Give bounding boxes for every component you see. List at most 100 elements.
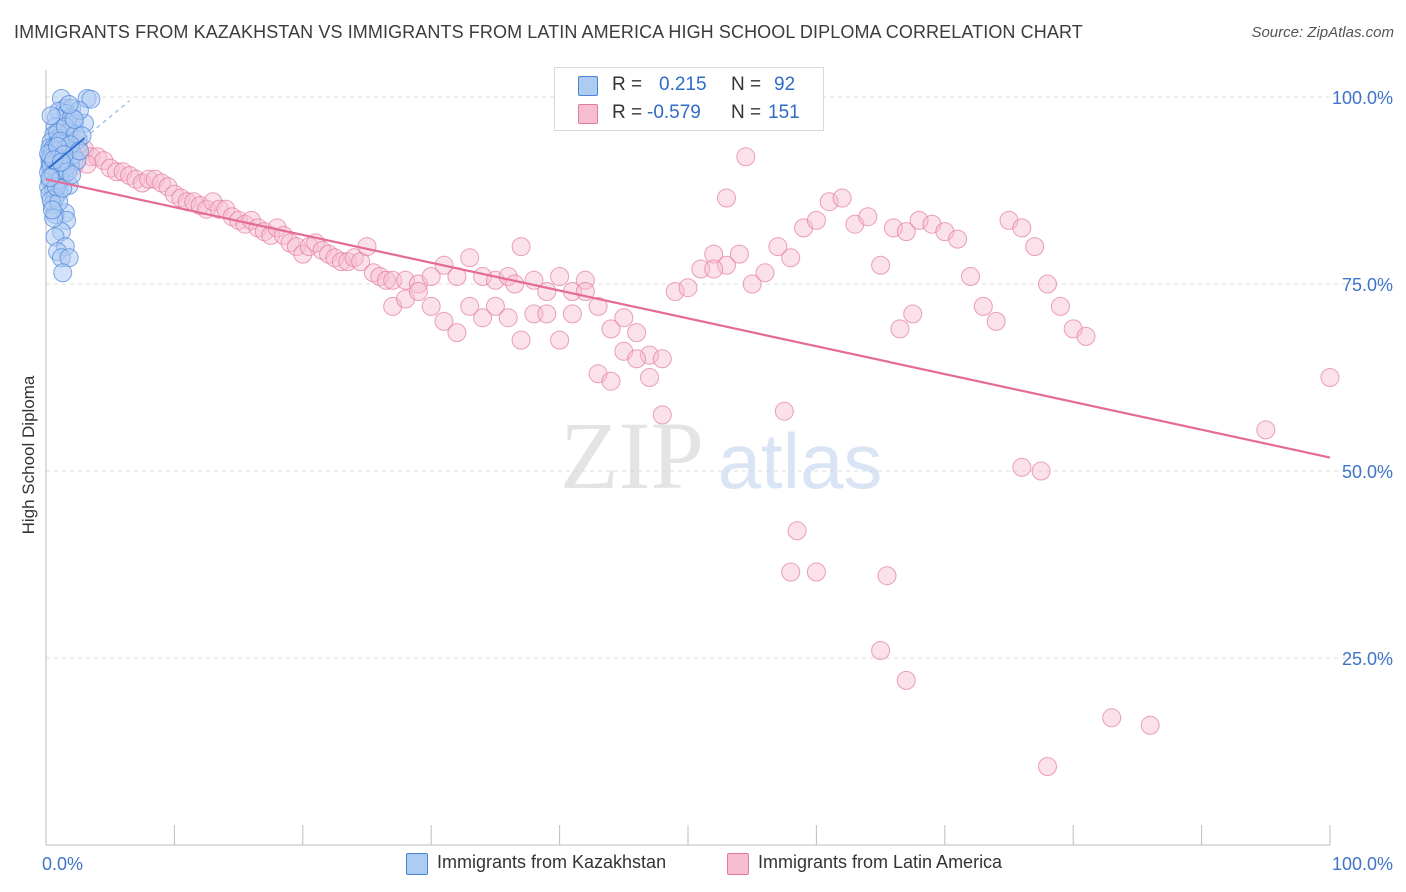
latin-america-point: [107, 162, 127, 182]
latin-america-point: [280, 233, 300, 253]
latin-america-point: [614, 308, 634, 328]
legend-n-label: N =: [731, 102, 762, 123]
y-tick-label: 50.0%: [1342, 462, 1393, 482]
latin-america-point: [601, 371, 621, 391]
latin-america-point: [665, 282, 685, 301]
x-tick-label: 0.0%: [42, 854, 83, 874]
latin-america-point: [550, 267, 570, 286]
latin-america-point: [704, 259, 724, 279]
latin-america-point: [132, 173, 152, 193]
latin-america-point: [755, 263, 775, 283]
latin-america-point: [652, 405, 672, 425]
latin-america-point: [460, 296, 480, 316]
watermark: ZIP atlas: [560, 402, 882, 509]
latin-america-point: [1050, 296, 1070, 316]
latin-america-point: [877, 566, 897, 586]
latin-america-point: [704, 244, 724, 264]
kazakhstan-point: [59, 95, 79, 114]
latin-america-point: [627, 323, 647, 343]
latin-america-point: [331, 252, 351, 272]
bottom-legend-swatch-kazakhstan: [406, 853, 428, 875]
latin-america-point: [787, 521, 807, 541]
bottom-legend-label-latin-america: Immigrants from Latin America: [758, 852, 1003, 872]
latin-america-point: [447, 323, 467, 343]
latin-america-point: [524, 304, 544, 324]
watermark-atlas: atlas: [718, 417, 883, 505]
latin-america-point: [896, 222, 916, 242]
latin-america-point: [575, 270, 595, 290]
kazakhstan-point: [81, 89, 101, 109]
latin-america-point: [961, 267, 980, 286]
latin-america-point: [774, 401, 794, 421]
latin-america-point: [896, 670, 916, 690]
latin-america-point: [1076, 326, 1096, 346]
latin-america-point: [1102, 708, 1122, 728]
legend-row-latin-america: R = -0.579 N = 151: [555, 100, 823, 128]
latin-america-point: [601, 319, 621, 339]
latin-america-point: [736, 147, 756, 167]
latin-america-point: [1140, 715, 1160, 735]
legend-row-kazakhstan: R = 0.215 N = 92: [555, 72, 823, 100]
latin-america-point: [781, 248, 801, 268]
latin-america-point: [421, 267, 441, 286]
latin-america-point: [768, 237, 788, 257]
y-axis-label: High School Diploma: [19, 375, 38, 534]
latin-america-point: [152, 173, 172, 193]
latin-america-point: [325, 248, 345, 268]
legend-n-label: N =: [731, 74, 762, 95]
latin-america-point: [742, 274, 762, 294]
series-kazakhstan-points: [39, 89, 101, 283]
correlation-legend: R = 0.215 N = 92 R = -0.579 N = 151: [554, 67, 824, 131]
latin-america-point: [652, 349, 672, 369]
latin-america-point: [640, 345, 659, 365]
latin-america-point: [678, 278, 698, 298]
latin-america-point: [1025, 237, 1045, 257]
latin-america-point: [190, 196, 210, 215]
latin-america-point: [485, 296, 505, 316]
legend-swatch-kazakhstan: [578, 76, 598, 96]
tick-labels: 100.0% 75.0% 50.0% 25.0% 0.0% 100.0%: [42, 88, 1393, 874]
latin-america-point: [421, 296, 441, 316]
latin-america-point: [299, 237, 319, 257]
chart-title: IMMIGRANTS FROM KAZAKHSTAN VS IMMIGRANTS…: [14, 22, 1083, 42]
latin-america-point: [986, 311, 1006, 331]
latin-america-point: [717, 255, 736, 275]
latin-america-point: [498, 308, 518, 328]
legend-swatch-latin-america: [578, 104, 598, 124]
source-label: Source: ZipAtlas.com: [1251, 24, 1394, 41]
latin-america-point: [1038, 274, 1057, 294]
latin-america-point: [537, 304, 557, 324]
latin-america-point: [1038, 757, 1057, 776]
bottom-legend-swatch-latin-america: [727, 853, 749, 875]
latin-america-point: [511, 330, 531, 350]
latin-america-point: [819, 192, 839, 212]
legend-n-value-kazakhstan: 92: [774, 74, 796, 95]
latin-america-point: [1031, 461, 1051, 481]
latin-america-point: [883, 218, 903, 238]
trend-line-kazakhstan: [47, 137, 86, 169]
trend-lines: [45, 100, 1331, 459]
y-tick-label: 75.0%: [1342, 275, 1393, 295]
latin-america-point: [87, 147, 107, 167]
latin-america-point: [562, 304, 582, 324]
latin-america-point: [537, 282, 557, 301]
latin-america-point: [550, 330, 570, 350]
kazakhstan-point: [40, 168, 60, 188]
latin-america-point: [832, 188, 852, 208]
trend-line-latin-america: [45, 178, 1331, 459]
latin-america-point: [1012, 457, 1032, 477]
latin-america-point: [640, 368, 659, 387]
latin-america-point: [139, 169, 159, 189]
latin-america-point: [293, 244, 313, 264]
latin-america-point: [729, 244, 749, 264]
legend-r-value-latin-america: -0.579: [647, 102, 701, 123]
latin-america-point: [871, 641, 891, 660]
latin-america-point: [408, 282, 428, 301]
latin-america-point: [1012, 218, 1032, 238]
latin-america-point: [890, 319, 910, 339]
latin-america-point: [511, 237, 531, 257]
latin-america-point: [473, 308, 493, 328]
latin-america-point: [100, 158, 120, 178]
latin-america-point: [627, 349, 647, 369]
